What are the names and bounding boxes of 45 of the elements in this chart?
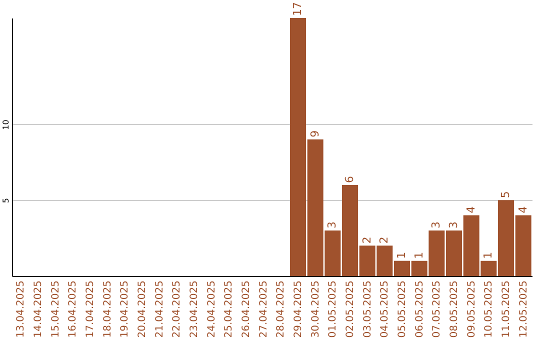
x-tick-label: 29.04.2025: [293, 280, 304, 338]
data-label: 3: [447, 221, 460, 228]
data-label: 4: [516, 206, 530, 214]
x-tick-label: 30.04.2025: [310, 280, 322, 338]
x-tick-label: 07.05.2025: [432, 280, 443, 338]
data-label: 17: [291, 2, 304, 16]
x-tick-label: 11.05.2025: [501, 280, 512, 338]
data-label: 3: [326, 221, 339, 228]
data-label: 1: [395, 252, 408, 259]
data-label: 6: [343, 176, 356, 183]
x-tick-label: 21.04.2025: [154, 280, 166, 338]
x-tick-label: 03.05.2025: [362, 280, 374, 338]
x-tick-label: 08.05.2025: [449, 280, 460, 338]
x-tick-label: 02.05.2025: [345, 280, 356, 338]
x-tick-label: 28.04.2025: [276, 280, 287, 338]
data-label: 9: [308, 130, 322, 138]
data-label: 2: [360, 236, 374, 244]
data-label: 4: [464, 206, 478, 214]
x-tick-label: 23.04.2025: [189, 280, 200, 338]
x-tick-label: 16.04.2025: [68, 280, 79, 338]
data-label: 1: [412, 252, 426, 259]
data-label: 3: [430, 221, 443, 228]
x-tick-label: 10.05.2025: [484, 280, 495, 338]
data-label: 2: [378, 236, 391, 244]
x-tick-label: 24.04.2025: [206, 280, 218, 338]
y-tick-label: 10: [2, 120, 10, 130]
x-tick-label: 27.04.2025: [258, 280, 270, 338]
data-label: 1: [482, 252, 495, 259]
x-tick-label: 20.04.2025: [137, 280, 148, 338]
x-tick-label: 04.05.2025: [380, 280, 391, 338]
x-tick-label: 09.05.2025: [466, 280, 478, 338]
x-tick-label: 14.04.2025: [33, 280, 44, 338]
x-tick-label: 12.05.2025: [518, 280, 530, 338]
x-tick-label: 06.05.2025: [414, 280, 426, 338]
x-tick-label: 15.04.2025: [50, 280, 62, 338]
x-tick-label: 05.05.2025: [397, 280, 408, 338]
x-tick-label: 19.04.2025: [120, 280, 131, 338]
x-tick-label: 01.05.2025: [328, 280, 339, 338]
x-tick-label: 18.04.2025: [102, 280, 114, 338]
data-label: 5: [499, 191, 512, 198]
x-tick-label: 13.04.2025: [16, 280, 27, 338]
x-tick-label: 17.04.2025: [85, 280, 96, 338]
x-tick-label: 22.04.2025: [172, 280, 183, 338]
x-tick-label: 25.04.2025: [224, 280, 235, 338]
x-tick-label: 26.04.2025: [241, 280, 252, 338]
